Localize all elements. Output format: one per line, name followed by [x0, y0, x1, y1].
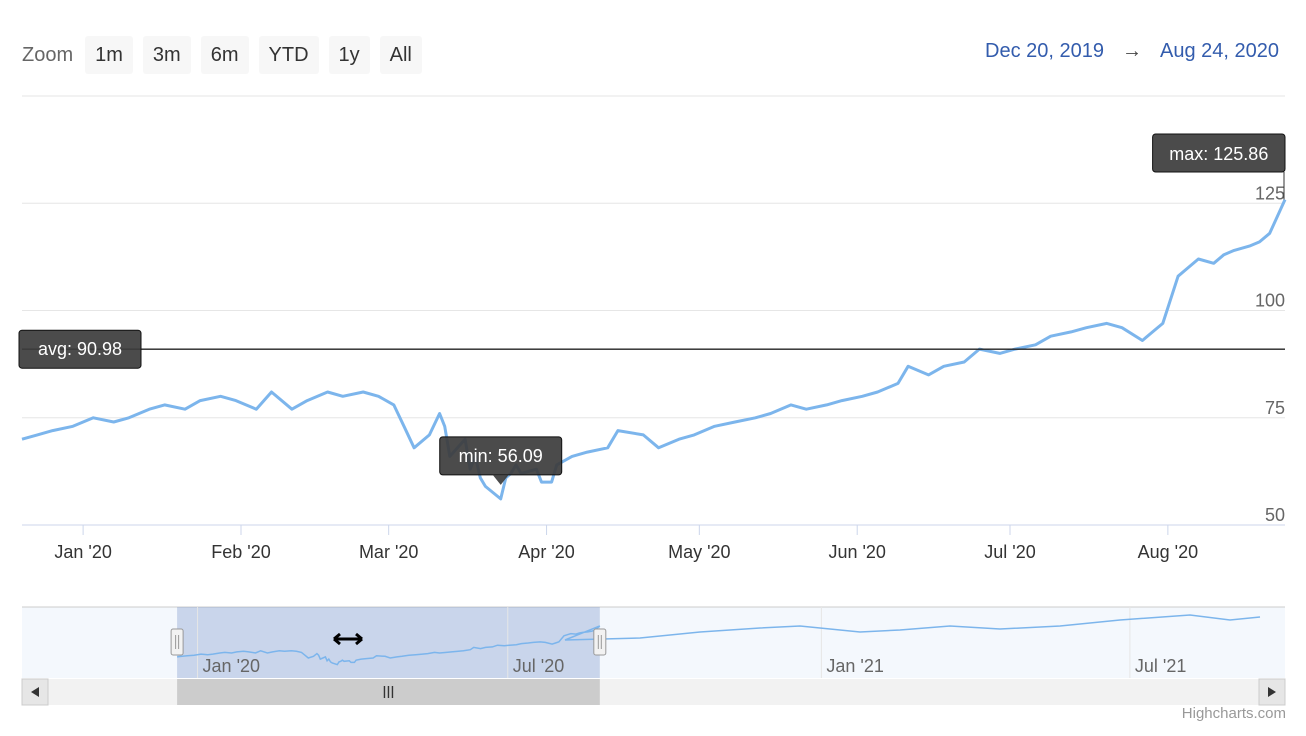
zoom-6m-button[interactable]: 6m: [200, 36, 249, 74]
x-tick-label: Jun '20: [828, 542, 885, 562]
y-tick-label: 75: [1265, 398, 1285, 418]
scrollbar[interactable]: [21, 678, 1286, 706]
credits-link[interactable]: Highcharts.com: [1181, 705, 1286, 722]
y-axis-labels: 50 75 100 125: [1255, 183, 1285, 525]
x-axis: Jan '20 Feb '20 Mar '20 Apr '20 May '20 Jun '…: [22, 524, 1285, 562]
zoom-1m-button[interactable]: 1m: [85, 36, 133, 74]
navigator-series: [177, 614, 1261, 666]
x-tick-label: Mar '20: [359, 542, 418, 562]
y-tick-label: 125: [1255, 183, 1285, 203]
date-range-input: Dec 20, 2019 → Aug 24, 2020: [985, 40, 1279, 63]
scroll-left-arrow-icon: [31, 687, 39, 697]
min-pointer: [492, 474, 509, 485]
zoom-ytd-button[interactable]: YTD: [258, 36, 319, 74]
navigator-tick-label: Jul '20: [513, 656, 564, 676]
x-tick-label: Feb '20: [211, 542, 270, 562]
y-grid: [22, 95, 1285, 419]
navigator-right-handle[interactable]: [593, 628, 607, 656]
avg-label: avg: 90.98: [18, 329, 142, 369]
navigator[interactable]: Jan '20 Jul '20 Jan '21 Jul '21: [21, 606, 1286, 706]
svg-text:min: 56.09: min: 56.09: [459, 446, 543, 466]
navigator-tick-label: Jul '21: [1135, 656, 1186, 676]
zoom-label: Zoom: [22, 43, 74, 66]
svg-text:max: 125.86: max: 125.86: [1169, 144, 1268, 164]
series-line: [21, 198, 1287, 501]
y-tick-label: 50: [1265, 505, 1285, 525]
svg-text:avg: 90.98: avg: 90.98: [38, 339, 122, 359]
zoom-3m-button[interactable]: 3m: [142, 36, 191, 74]
scroll-right-arrow-icon: [1268, 687, 1276, 697]
x-tick-label: Jul '20: [984, 542, 1035, 562]
x-tick-label: May '20: [668, 542, 730, 562]
max-label: max: 125.86: [1152, 133, 1286, 200]
zoom-1y-button[interactable]: 1y: [328, 36, 370, 74]
range-arrow-icon: →: [1122, 40, 1142, 62]
resize-cursor-icon: [333, 632, 363, 646]
navigator-left-handle[interactable]: [170, 628, 184, 656]
zoom-all-button[interactable]: All: [379, 36, 422, 74]
y-tick-label: 100: [1255, 291, 1285, 311]
x-tick-label: Aug '20: [1138, 542, 1199, 562]
range-from-input[interactable]: Dec 20, 2019: [985, 40, 1104, 62]
navigator-bg: [22, 607, 1285, 678]
range-selector: Zoom 1m 3m 6m YTD 1y All: [22, 36, 432, 74]
min-label: min: 56.09: [439, 436, 563, 476]
range-to-input[interactable]: Aug 24, 2020: [1160, 40, 1279, 62]
x-tick-label: Apr '20: [518, 542, 574, 562]
navigator-tick-label: Jan '20: [203, 656, 260, 676]
x-tick-label: Jan '20: [54, 542, 111, 562]
annotations: avg: 90.98 min: 56.09 max: 125.86: [18, 133, 1286, 485]
navigator-tick-label: Jan '21: [826, 656, 883, 676]
